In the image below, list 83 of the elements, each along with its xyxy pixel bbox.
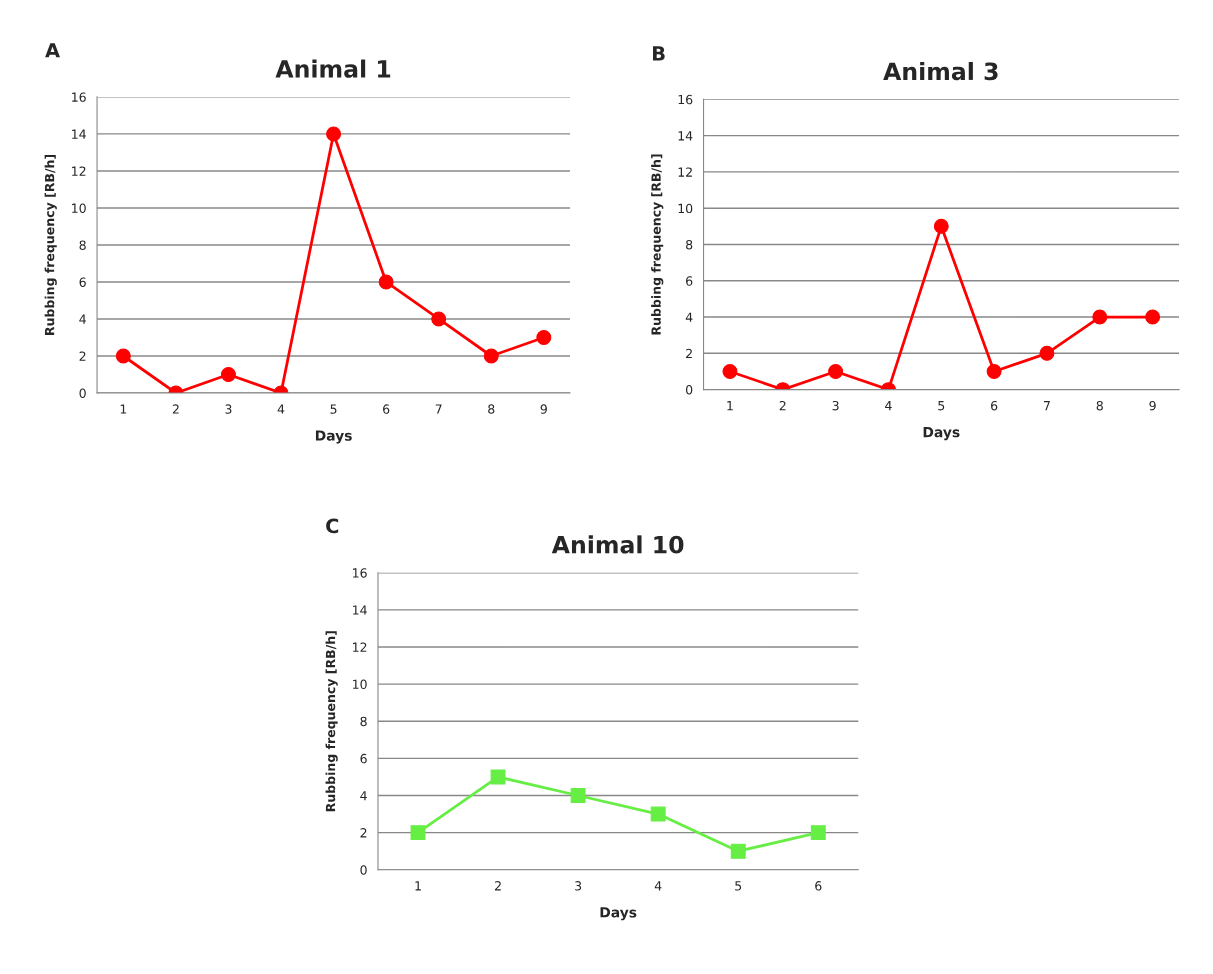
x-tick-label: 1 bbox=[727, 401, 733, 411]
y-tick-label: 14 bbox=[678, 131, 693, 141]
point bbox=[650, 806, 666, 822]
text: A bbox=[45, 43, 60, 58]
y-tick-label: 2 bbox=[360, 828, 367, 838]
point bbox=[410, 825, 426, 841]
point bbox=[1092, 309, 1108, 325]
point bbox=[536, 330, 552, 345]
y-tick-label: 16 bbox=[72, 92, 86, 102]
x-tick-label: 1 bbox=[120, 404, 127, 414]
y-tick-label: 14 bbox=[353, 605, 367, 615]
y-tick-label: 12 bbox=[353, 642, 367, 652]
x-tick-label: 5 bbox=[330, 404, 337, 414]
y-tick-label: 10 bbox=[72, 203, 86, 213]
x-tick-label: 6 bbox=[815, 881, 822, 891]
y-tick-label: 8 bbox=[686, 239, 693, 250]
point bbox=[378, 274, 394, 290]
x-tick-label: 2 bbox=[172, 404, 179, 414]
chart-title: Animal 10 bbox=[551, 535, 684, 554]
x-tick-label: 4 bbox=[654, 881, 662, 891]
y-tick-label: 10 bbox=[678, 203, 693, 214]
x-tick-label: 7 bbox=[1044, 401, 1050, 411]
x-tick-label: 7 bbox=[435, 404, 442, 414]
x-tick-label: 3 bbox=[225, 404, 232, 414]
point bbox=[730, 843, 746, 859]
y-tick-label: 0 bbox=[685, 385, 693, 395]
x-tick-label: 4 bbox=[277, 404, 285, 414]
x-tick-label: 5 bbox=[938, 401, 945, 411]
y-tick-label: 6 bbox=[686, 276, 693, 286]
x-tick-label: 2 bbox=[779, 400, 786, 411]
x-axis-title: Days bbox=[923, 427, 960, 441]
x-tick-label: 9 bbox=[540, 404, 547, 414]
y-axis-title: Rubbing frequency [RB/h] bbox=[651, 154, 664, 335]
point bbox=[722, 364, 738, 379]
y-tick-label: 4 bbox=[79, 314, 86, 324]
y-tick-label: 6 bbox=[79, 277, 86, 287]
point bbox=[986, 364, 1002, 379]
x-tick-label: 5 bbox=[735, 881, 742, 891]
x-tick-label: 2 bbox=[495, 881, 501, 891]
y-tick-label: 8 bbox=[360, 716, 367, 727]
y-axis-title: Rubbing frequency [RB/h] bbox=[44, 154, 57, 335]
y-tick-label: 4 bbox=[360, 791, 367, 801]
point bbox=[810, 825, 826, 841]
text: B bbox=[653, 46, 665, 61]
x-tick-label: 6 bbox=[383, 404, 390, 414]
chart-title: Animal 3 bbox=[883, 61, 998, 81]
point bbox=[1039, 345, 1055, 361]
y-tick-label: 4 bbox=[685, 312, 693, 322]
x-tick-label: 6 bbox=[991, 400, 998, 411]
x-tick-label: 9 bbox=[1149, 400, 1156, 411]
x-tick-label: 3 bbox=[575, 881, 582, 891]
y-tick-label: 10 bbox=[353, 679, 367, 690]
y-tick-label: 0 bbox=[79, 388, 86, 398]
point bbox=[570, 788, 586, 803]
y-tick-label: 12 bbox=[678, 167, 692, 177]
x-tick-label: 4 bbox=[885, 401, 892, 411]
y-tick-label: 0 bbox=[360, 865, 367, 875]
point bbox=[115, 348, 131, 364]
y-tick-label: 14 bbox=[72, 129, 86, 139]
y-tick-label: 6 bbox=[360, 753, 367, 764]
y-tick-label: 8 bbox=[79, 240, 86, 250]
chart-title: Animal 1 bbox=[275, 59, 391, 78]
x-tick-label: 3 bbox=[832, 400, 839, 411]
point bbox=[483, 348, 499, 364]
y-tick-label: 2 bbox=[79, 351, 86, 361]
y-tick-label: 16 bbox=[678, 94, 693, 105]
y-tick-label: 12 bbox=[72, 166, 86, 176]
point bbox=[828, 364, 844, 379]
x-tick-label: 8 bbox=[488, 404, 495, 414]
point bbox=[1145, 309, 1161, 325]
x-axis-title: Days bbox=[315, 430, 352, 444]
x-tick-label: 1 bbox=[415, 881, 421, 891]
point bbox=[431, 311, 447, 327]
text: C bbox=[326, 518, 339, 534]
y-tick-label: 16 bbox=[353, 568, 367, 578]
point bbox=[490, 769, 506, 785]
x-tick-label: 8 bbox=[1096, 400, 1103, 411]
x-axis-title: Days bbox=[600, 907, 637, 921]
point bbox=[933, 218, 949, 234]
y-axis-title: Rubbing frequency [RB/h] bbox=[325, 631, 338, 812]
y-tick-label: 2 bbox=[686, 348, 692, 359]
point bbox=[326, 126, 342, 142]
point bbox=[220, 367, 236, 382]
